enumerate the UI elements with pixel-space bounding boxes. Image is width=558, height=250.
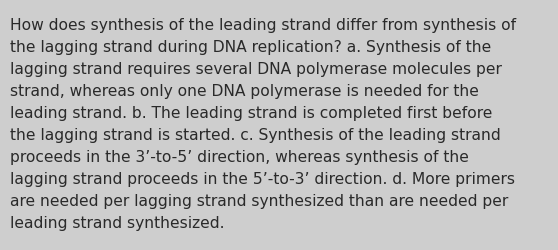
Text: are needed per lagging strand synthesized than are needed per: are needed per lagging strand synthesize… xyxy=(10,194,508,208)
Text: the lagging strand is started. c. Synthesis of the leading strand: the lagging strand is started. c. Synthe… xyxy=(10,128,501,142)
Text: proceeds in the 3’-to-5’ direction, whereas synthesis of the: proceeds in the 3’-to-5’ direction, wher… xyxy=(10,150,469,164)
Text: leading strand. b. The leading strand is completed first before: leading strand. b. The leading strand is… xyxy=(10,106,492,120)
Text: strand, whereas only one DNA polymerase is needed for the: strand, whereas only one DNA polymerase … xyxy=(10,84,479,98)
Text: lagging strand proceeds in the 5’-to-3’ direction. d. More primers: lagging strand proceeds in the 5’-to-3’ … xyxy=(10,172,515,186)
Text: leading strand synthesized.: leading strand synthesized. xyxy=(10,216,224,230)
Text: the lagging strand during DNA replication? a. Synthesis of the: the lagging strand during DNA replicatio… xyxy=(10,40,491,54)
Text: How does synthesis of the leading strand differ from synthesis of: How does synthesis of the leading strand… xyxy=(10,18,516,32)
Text: lagging strand requires several DNA polymerase molecules per: lagging strand requires several DNA poly… xyxy=(10,62,502,76)
